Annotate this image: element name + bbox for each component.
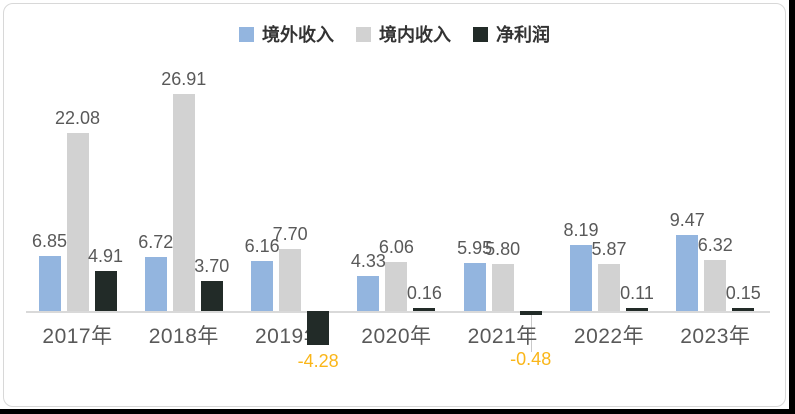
chart-card: 境外收入 境内收入 净利润 2017年 6.85 22.08 4.91 2018年 6.72 2… — [3, 3, 786, 407]
x-tick-label-6: 2023年 — [680, 325, 751, 348]
bar-series0-cat2 — [251, 261, 274, 311]
value-label-series2-cat5: 0.11 — [620, 283, 654, 303]
x-tick-label-3: 2020年 — [361, 325, 432, 348]
bar-series0-cat0 — [38, 255, 61, 311]
legend-item-1: 境内收入 — [356, 21, 451, 47]
bar-series1-cat4 — [491, 264, 514, 311]
value-label-series0-cat5: 8.19 — [563, 219, 599, 240]
bar-series2-cat1 — [200, 281, 223, 311]
value-label-series2-cat1: 3.70 — [194, 256, 230, 277]
leader-line-cat4 — [530, 314, 533, 352]
legend-label-2: 净利润 — [496, 25, 550, 45]
value-label-series0-cat6: 9.47 — [669, 209, 705, 230]
legend-item-0: 境外收入 — [239, 21, 334, 47]
bar-series1-cat2 — [279, 248, 302, 311]
bar-series1-cat0 — [66, 133, 89, 311]
bar-series1-cat1 — [172, 94, 195, 311]
bar-series2-cat4 — [519, 311, 542, 315]
bar-series2-cat3 — [413, 308, 436, 311]
value-label-series0-cat4: 5.95 — [457, 238, 493, 259]
bar-series1-cat3 — [385, 262, 408, 311]
value-label-series1-cat3: 6.06 — [378, 237, 414, 258]
bar-series0-cat3 — [357, 276, 380, 311]
screen-edge-right — [789, 0, 795, 414]
value-label-series2-cat0: 4.91 — [87, 246, 124, 267]
bar-series0-cat1 — [144, 256, 167, 311]
value-label-series1-cat4: 5.80 — [485, 239, 521, 260]
bar-series1-cat5 — [598, 263, 620, 311]
bar-series2-cat2 — [307, 311, 330, 346]
legend-swatch-icon-2 — [473, 26, 488, 42]
value-label-series2-cat3: 0.16 — [406, 283, 442, 303]
legend-label-1: 境内收入 — [379, 25, 451, 45]
bar-series0-cat6 — [676, 234, 699, 311]
value-label-series2-cat6: 0.15 — [725, 283, 761, 303]
x-tick-label-0: 2017年 — [42, 325, 113, 348]
value-label-series1-cat6: 6.32 — [697, 235, 733, 256]
value-label-series0-cat0: 6.85 — [31, 230, 68, 251]
chart-legend: 境外收入 境内收入 净利润 — [4, 21, 785, 47]
value-label-series0-cat1: 6.72 — [138, 231, 174, 252]
legend-label-0: 境外收入 — [262, 25, 334, 45]
value-label-series1-cat1: 26.91 — [161, 69, 207, 90]
x-axis-line — [26, 311, 770, 313]
bar-series2-cat6 — [732, 308, 755, 311]
x-tick-label-1: 2018年 — [148, 325, 219, 348]
value-label-series2-cat4: -0.48 — [510, 349, 552, 369]
x-tick-label-4: 2021年 — [467, 325, 538, 348]
bar-series2-cat5 — [626, 308, 648, 311]
value-label-series0-cat3: 4.33 — [350, 251, 386, 272]
value-label-series1-cat5: 5.87 — [591, 238, 627, 259]
bar-series0-cat5 — [570, 244, 592, 311]
bar-series2-cat0 — [94, 271, 117, 311]
bar-series1-cat6 — [704, 260, 727, 311]
screen-edge-bottom — [0, 409, 795, 414]
value-label-series1-cat0: 22.08 — [54, 108, 101, 129]
plot-area: 2017年 6.85 22.08 4.91 2018年 6.72 26.91 3.70 2019… — [4, 4, 785, 406]
legend-swatch-icon-1 — [356, 26, 371, 42]
bar-series0-cat4 — [463, 263, 486, 311]
value-label-series2-cat2: -4.28 — [297, 351, 339, 372]
legend-item-2: 净利润 — [473, 21, 550, 47]
value-label-series1-cat2: 7.70 — [272, 223, 308, 244]
x-tick-label-5: 2022年 — [573, 325, 645, 348]
legend-swatch-icon-0 — [239, 26, 254, 42]
value-label-series0-cat2: 6.16 — [244, 236, 280, 257]
